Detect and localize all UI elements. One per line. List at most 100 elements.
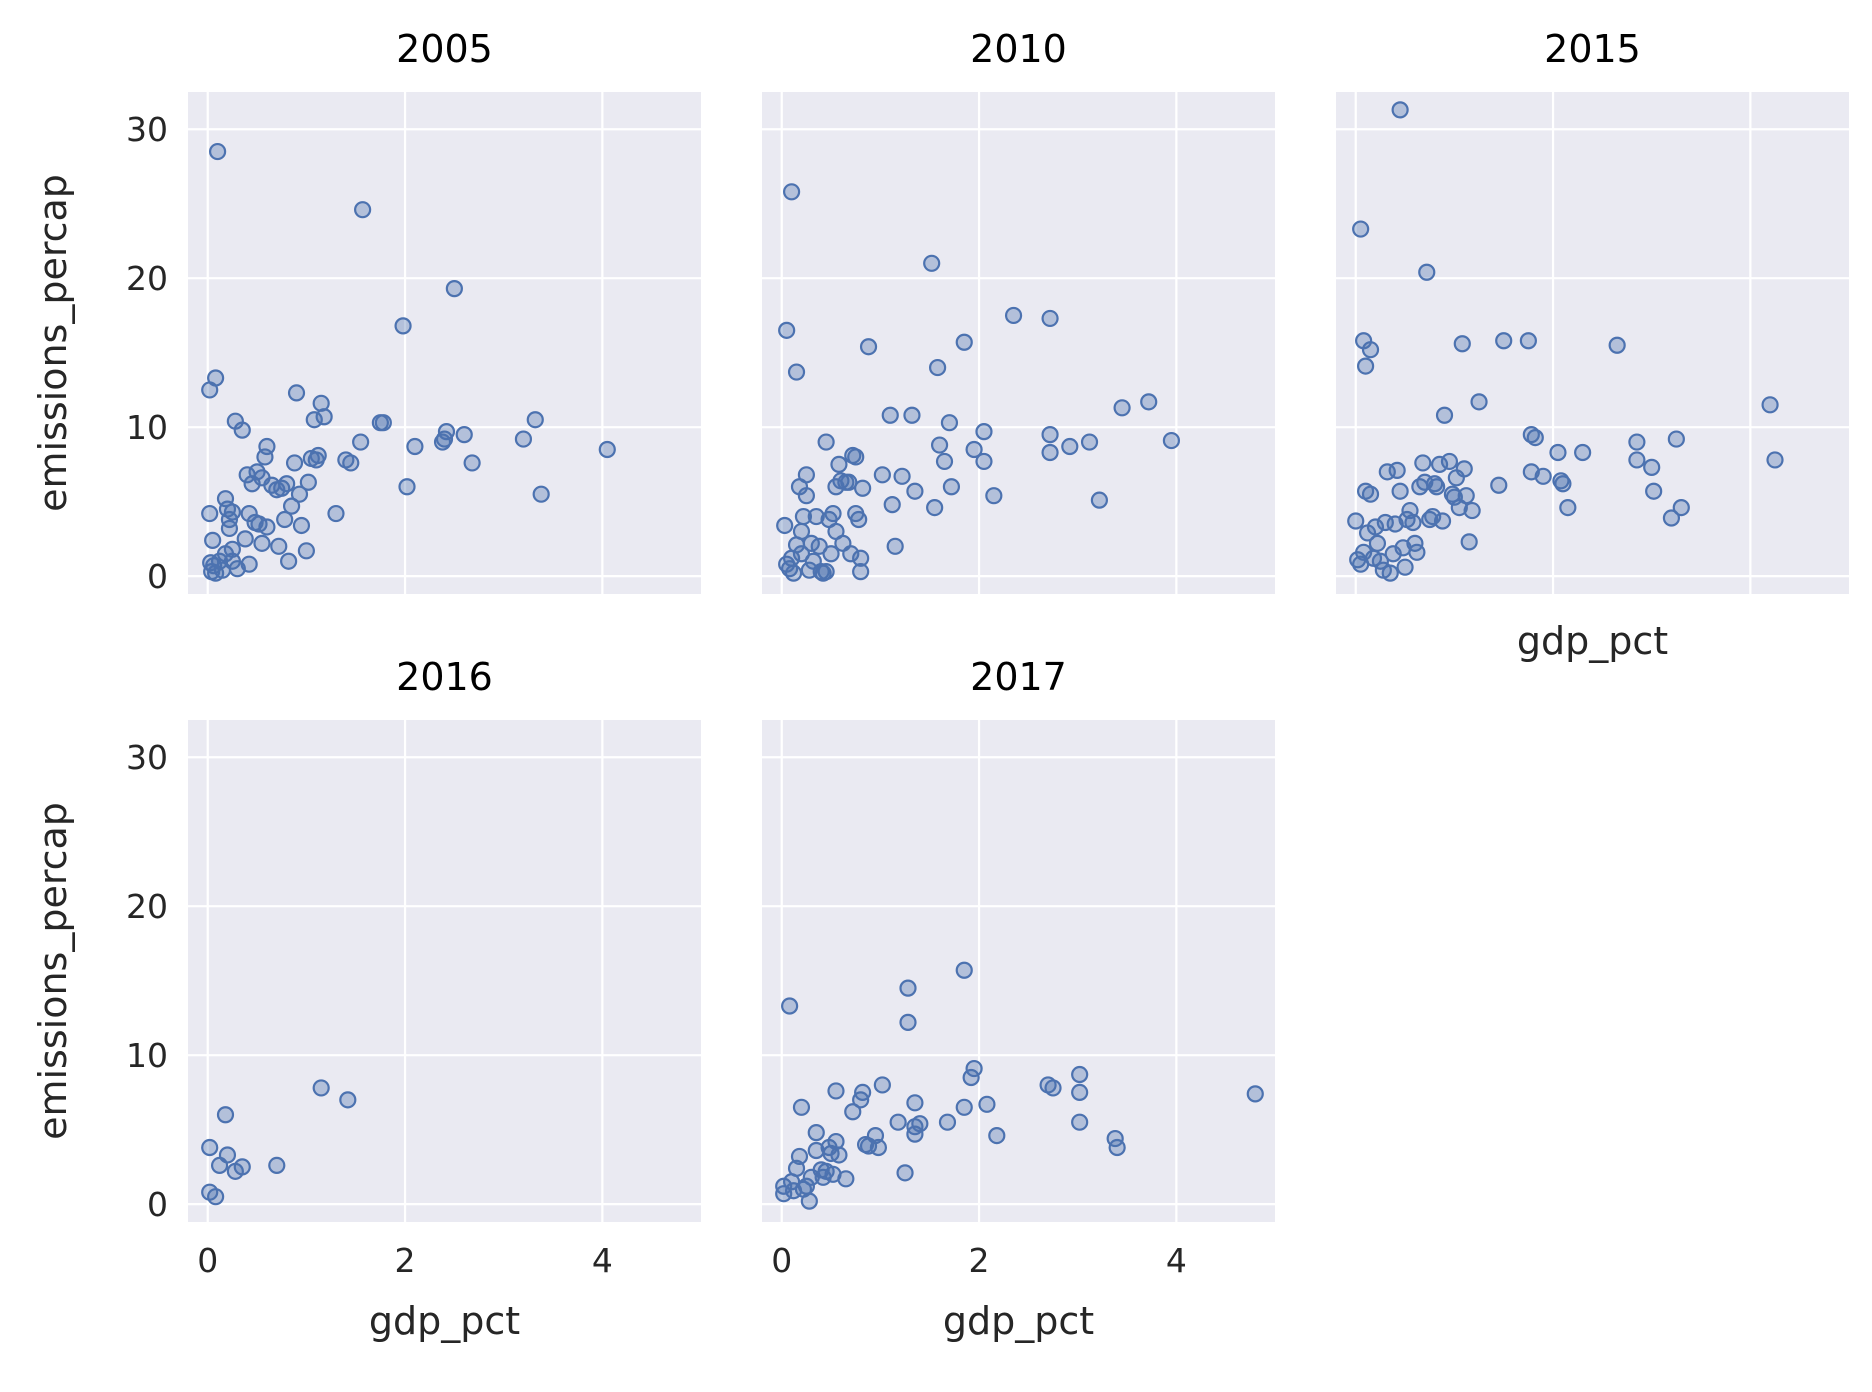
data-point <box>886 537 904 555</box>
data-point <box>1404 513 1422 532</box>
data-point <box>940 414 959 432</box>
data-point <box>955 1098 973 1116</box>
data-point <box>893 467 911 485</box>
data-point <box>903 406 921 424</box>
data-point <box>233 1158 251 1176</box>
data-point <box>1108 1138 1126 1157</box>
data-point <box>1430 455 1449 474</box>
x-axis-label: gdp_pct <box>943 1299 1094 1343</box>
data-point <box>218 1146 237 1164</box>
data-point <box>1766 451 1784 469</box>
data-point <box>1347 512 1365 530</box>
data-point <box>844 1103 862 1121</box>
data-point <box>394 317 412 335</box>
data-point <box>792 1098 811 1116</box>
data-point <box>1761 396 1779 414</box>
data-point <box>852 563 870 581</box>
data-point <box>1662 509 1681 527</box>
y-tick-label: 20 <box>126 887 168 926</box>
x-axis-label: gdp_pct <box>369 1299 520 1343</box>
data-point <box>216 1106 235 1124</box>
data-point <box>1381 564 1399 582</box>
data-point <box>896 1164 914 1182</box>
data-point <box>1453 335 1471 353</box>
data-point <box>1361 341 1380 359</box>
data-point <box>906 1094 924 1112</box>
data-point <box>797 466 815 484</box>
data-point <box>854 479 872 497</box>
data-point <box>352 433 370 451</box>
data-point <box>1408 543 1426 561</box>
data-point <box>899 1013 917 1031</box>
data-point <box>276 510 294 529</box>
data-point <box>1391 101 1409 119</box>
data-point <box>240 555 258 573</box>
data-point <box>938 1113 957 1131</box>
data-point <box>526 411 544 429</box>
data-point <box>1071 1065 1089 1084</box>
data-point <box>929 358 947 377</box>
data-point <box>312 1079 330 1097</box>
data-point <box>807 1124 825 1142</box>
data-point <box>787 363 806 381</box>
data-point <box>1455 460 1473 478</box>
data-point <box>223 552 241 570</box>
data-point <box>850 510 868 529</box>
data-point <box>1061 437 1079 456</box>
data-point <box>778 321 796 339</box>
data-point <box>278 475 296 493</box>
data-point <box>1366 518 1385 536</box>
data-point <box>282 497 301 515</box>
data-point <box>305 411 323 429</box>
data-point <box>1495 332 1513 350</box>
data-point <box>290 485 309 503</box>
data-point <box>220 519 239 538</box>
data-point <box>463 454 481 472</box>
data-point <box>883 496 901 514</box>
data-point <box>842 545 860 563</box>
data-point <box>270 537 288 555</box>
data-point <box>299 473 317 491</box>
data-point <box>1080 433 1099 451</box>
y-tick-label: 0 <box>147 1185 168 1224</box>
data-point <box>837 1170 855 1188</box>
data-point <box>1608 336 1626 354</box>
data-point <box>775 1185 793 1203</box>
data-point <box>1356 357 1375 375</box>
data-point <box>207 369 225 387</box>
facet-panel-2015 <box>1336 92 1849 594</box>
data-point <box>1490 476 1508 494</box>
data-point <box>847 448 865 466</box>
data-point <box>873 1076 891 1094</box>
data-point <box>1246 1085 1264 1103</box>
data-point <box>1440 452 1459 471</box>
data-point <box>455 426 473 444</box>
data-point <box>285 454 304 472</box>
data-point <box>906 482 924 500</box>
data-point <box>942 478 961 496</box>
data-point <box>955 333 973 351</box>
data-point <box>1559 499 1577 517</box>
data-point <box>830 1146 848 1164</box>
data-point <box>208 142 227 161</box>
data-point <box>975 452 993 471</box>
data-point <box>1628 433 1646 451</box>
data-point <box>223 503 241 521</box>
data-point <box>1667 430 1685 448</box>
data-point <box>287 384 306 402</box>
x-tick-label: 4 <box>1166 1241 1187 1280</box>
data-point <box>873 466 891 484</box>
facet-title: 2015 <box>1544 27 1641 71</box>
data-point <box>926 499 944 517</box>
x-axis-label: gdp_pct <box>1517 619 1668 663</box>
data-point <box>840 473 858 491</box>
data-point <box>822 545 840 563</box>
data-point <box>315 408 333 426</box>
data-point <box>1071 1113 1089 1131</box>
data-point <box>327 504 345 523</box>
data-point <box>309 446 327 465</box>
data-point <box>1672 499 1690 517</box>
data-point <box>797 487 815 505</box>
y-tick-label: 10 <box>126 408 168 447</box>
y-tick-label: 30 <box>126 110 168 149</box>
